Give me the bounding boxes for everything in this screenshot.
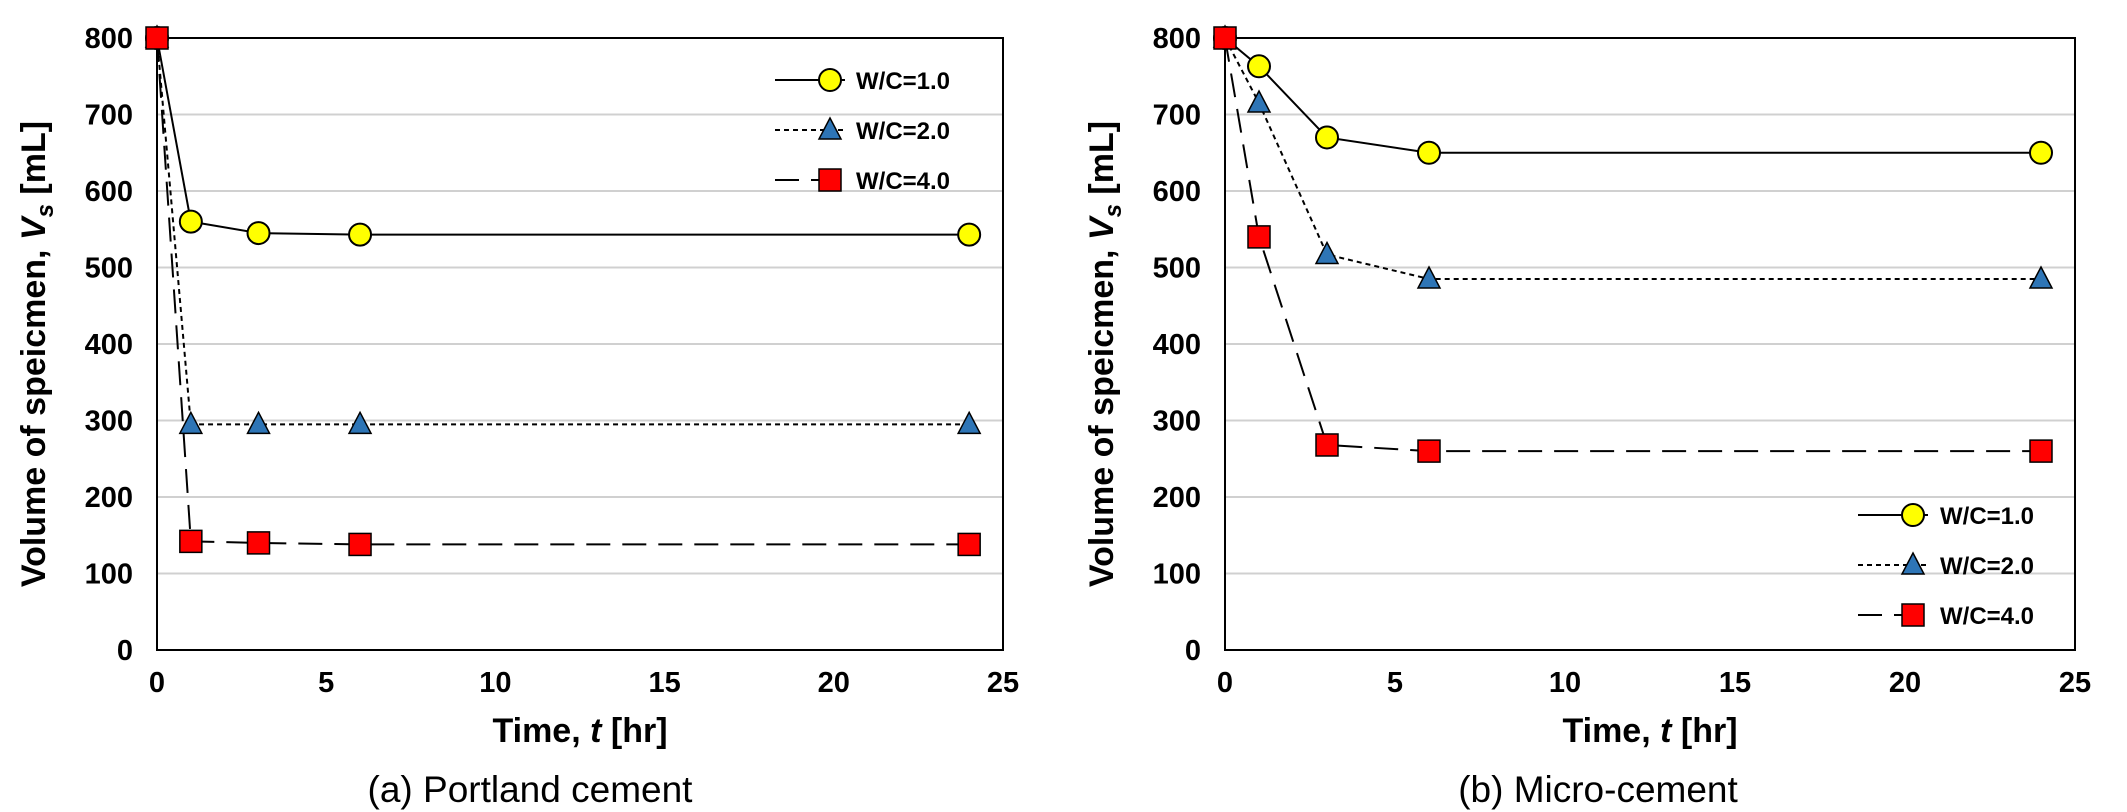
x-tick-label: 15 [1719, 667, 1751, 699]
y-tick-label: 600 [85, 176, 133, 208]
series-line [156, 37, 970, 546]
series-line [1224, 37, 2041, 280]
data-point [2028, 265, 2054, 289]
y-tick-label: 600 [1153, 176, 1201, 208]
x-tick-label: 5 [318, 667, 334, 699]
data-point [956, 410, 982, 435]
data-point [1416, 265, 1442, 289]
data-point [957, 222, 982, 247]
chart-panel-1: 0 100 200 300 400 500 600 700 800 0 5 10 15 20 25 Time,… [15, 23, 1019, 810]
series-line [1224, 37, 2041, 154]
y-tick-label: 700 [85, 100, 133, 132]
y-tick-label: 100 [85, 559, 133, 591]
y-tick-label: 100 [1153, 559, 1201, 591]
panel-caption: (a) Portland cement [368, 769, 694, 810]
legend-label: W/C=1.0 [856, 68, 950, 95]
y-tick-label: 0 [117, 635, 133, 667]
legend-marker [1901, 603, 1925, 627]
y-tick-label: 800 [1153, 23, 1201, 55]
legend-marker [818, 68, 842, 92]
data-point [178, 410, 204, 435]
legend: W/C=1.0 W/C=2.0 W/C=4.0 [1858, 503, 2034, 630]
y-tick-label: 300 [1153, 406, 1201, 438]
y-tick-label: 400 [1153, 329, 1201, 361]
y-axis-label: Volume of speicmen, Vs [mL] [15, 121, 59, 587]
y-tick-label: 0 [1185, 635, 1201, 667]
series-line [156, 37, 970, 236]
y-tick-label: 500 [1153, 253, 1201, 285]
legend-marker [1900, 551, 1926, 575]
series-line [1224, 37, 2041, 453]
series-W/C=4.0 [1213, 26, 2053, 463]
data-point [1417, 140, 1441, 165]
data-point [347, 410, 373, 435]
data-point [2029, 140, 2053, 165]
panel-caption: (b) Micro-cement [1458, 769, 1738, 810]
legend-marker [1901, 503, 1925, 527]
series-W/C=2.0 [1212, 24, 2054, 289]
data-point [1314, 240, 1340, 265]
data-point [179, 529, 203, 554]
y-tick-label: 700 [1153, 100, 1201, 132]
y-tick-label: 300 [85, 406, 133, 438]
x-tick-label: 5 [1387, 667, 1403, 699]
x-tick-label: 25 [2059, 667, 2091, 699]
data-point [2029, 439, 2053, 463]
x-tick-label: 15 [648, 667, 680, 699]
data-point [246, 531, 271, 555]
x-tick-label: 20 [1889, 667, 1921, 699]
y-axis-label: Volume of speicmen, Vs [mL] [1083, 121, 1127, 587]
y-tick-label: 500 [85, 253, 133, 285]
data-point [1315, 433, 1339, 457]
plot-area [156, 37, 1004, 651]
x-tick-label: 25 [987, 667, 1019, 699]
data-point [957, 532, 981, 557]
x-tick-label: 0 [149, 667, 165, 699]
plot-area [1224, 37, 2076, 651]
data-point [1247, 225, 1271, 249]
legend-marker [817, 116, 843, 140]
data-point [1246, 89, 1272, 113]
y-tick-label: 200 [85, 482, 133, 514]
data-point [1417, 439, 1441, 463]
series-W/C=4.0 [145, 26, 981, 557]
y-tick-label: 400 [85, 329, 133, 361]
legend-label: W/C=2.0 [1940, 553, 2034, 580]
data-point [246, 221, 271, 246]
y-tick-label: 800 [85, 23, 133, 55]
legend-label: W/C=4.0 [856, 168, 950, 195]
x-tick-label: 10 [1549, 667, 1581, 699]
legend-label: W/C=1.0 [1940, 503, 2034, 530]
series-W/C=1.0 [1213, 26, 2053, 165]
x-tick-label: 10 [479, 667, 511, 699]
data-point [178, 209, 203, 234]
y-tick-label: 200 [1153, 482, 1201, 514]
x-axis-label: Time, t [hr] [1562, 712, 1737, 750]
legend: W/C=1.0 W/C=2.0 W/C=4.0 [775, 68, 950, 195]
data-point [1213, 26, 1237, 50]
legend-marker [818, 168, 842, 192]
data-point [1247, 54, 1271, 79]
series-line [156, 37, 970, 426]
data-point [246, 410, 271, 435]
data-point [348, 532, 372, 557]
legend-label: W/C=2.0 [856, 118, 950, 145]
legend-label: W/C=4.0 [1940, 603, 2034, 630]
chart-panel-2: 0 100 200 300 400 500 600 700 800 0 5 10 15 20 25 Time,… [1083, 23, 2091, 810]
data-point [1315, 125, 1339, 150]
x-tick-label: 0 [1217, 667, 1233, 699]
data-point [145, 26, 169, 50]
x-tick-label: 20 [818, 667, 850, 699]
x-axis-label: Time, t [hr] [492, 712, 667, 750]
data-point [348, 222, 373, 247]
